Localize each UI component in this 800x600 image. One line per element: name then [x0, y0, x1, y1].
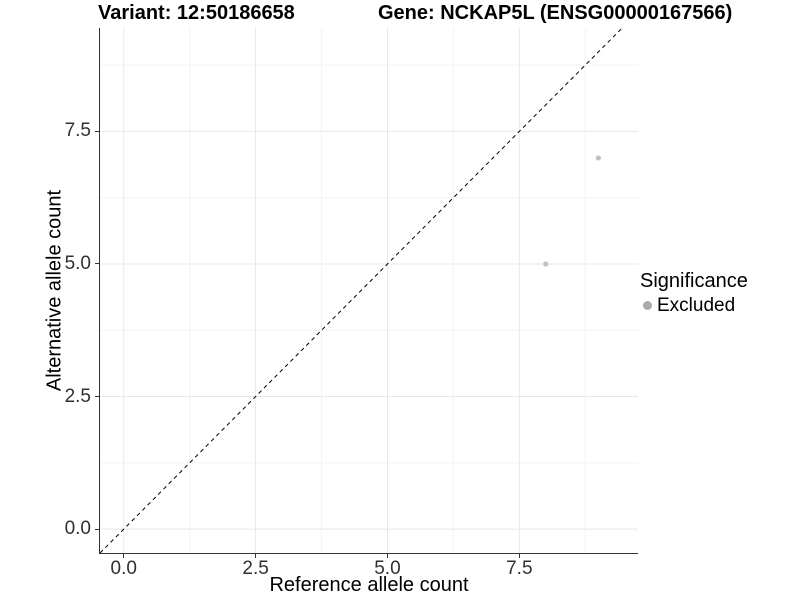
legend-item-label: Excluded — [657, 295, 736, 316]
y-tick-label: 7.5 — [64, 120, 91, 142]
x-tick-label: 5.0 — [374, 558, 401, 579]
x-tick-label: 0.0 — [110, 558, 137, 579]
y-tick — [95, 396, 99, 398]
legend: Significance Excluded — [640, 269, 748, 317]
excluded-point-icon — [643, 301, 652, 310]
x-tick — [518, 554, 520, 558]
y-tick — [95, 528, 99, 530]
data-point — [595, 155, 602, 161]
identity-line — [100, 28, 623, 553]
legend-item-excluded: Excluded — [643, 294, 748, 317]
y-tick-label: 0.0 — [64, 518, 91, 540]
x-tick-label: 2.5 — [242, 558, 269, 579]
x-tick — [386, 554, 388, 558]
x-tick-label: 7.5 — [506, 558, 533, 579]
x-tick — [123, 554, 125, 558]
x-axis-title: Reference allele count — [269, 574, 469, 596]
y-axis-title: Alternative allele count — [43, 189, 66, 392]
plot-title-variant: Variant: 12:50186658 — [98, 2, 295, 24]
y-tick — [95, 263, 99, 265]
plot-canvas — [100, 28, 638, 553]
data-point — [543, 261, 549, 267]
y-tick-label: 2.5 — [64, 385, 91, 407]
x-tick — [255, 554, 257, 558]
legend-title: Significance — [640, 270, 748, 292]
plot-panel — [99, 28, 638, 554]
y-tick-label: 5.0 — [64, 252, 91, 274]
y-tick — [95, 130, 99, 132]
plot-title-gene: Gene: NCKAP5L (ENSG00000167566) — [378, 2, 733, 24]
